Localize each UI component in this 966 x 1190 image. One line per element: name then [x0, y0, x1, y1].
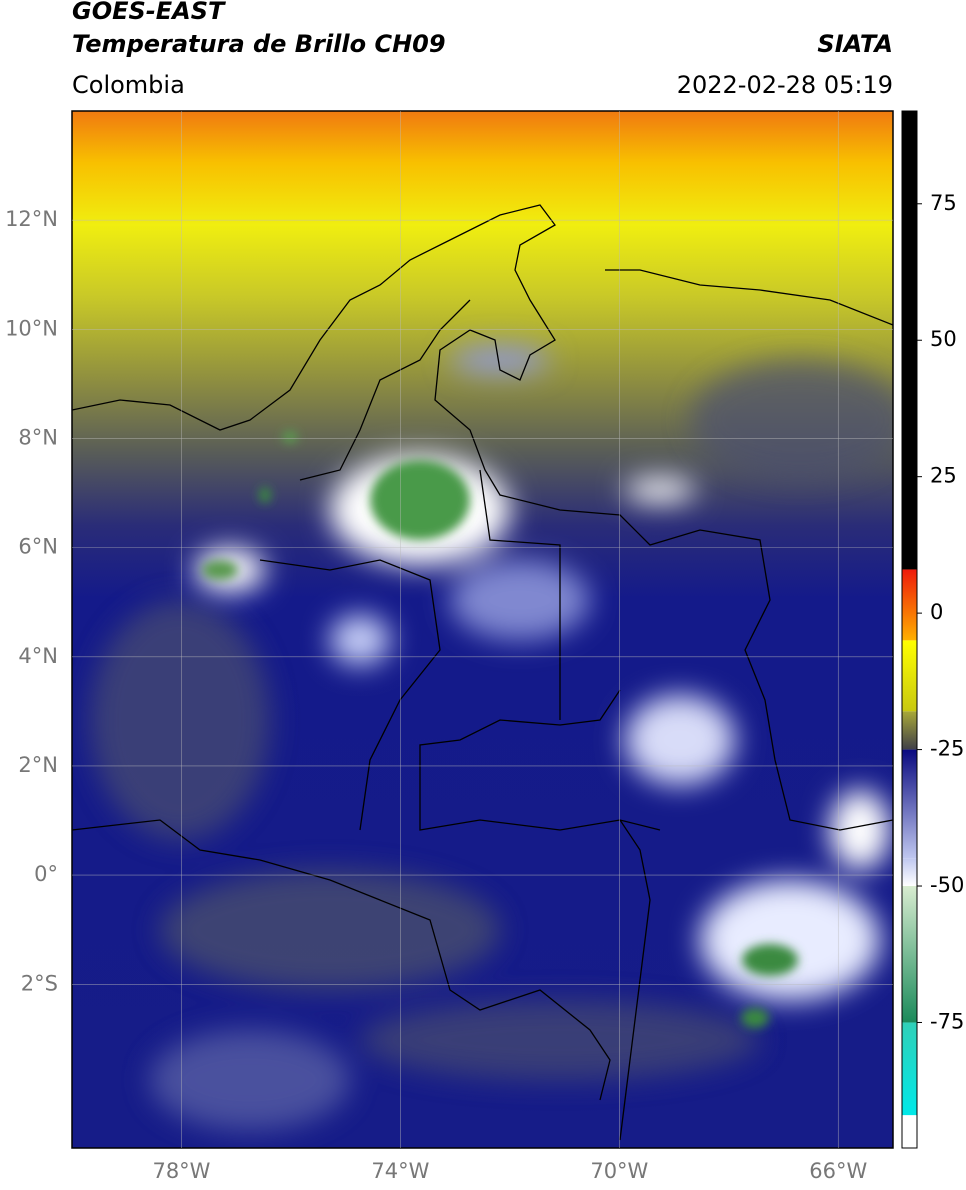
colorbar-segment	[902, 569, 917, 641]
lat-label: 2°N	[18, 753, 58, 777]
colorbar-segment	[902, 711, 917, 750]
colorbar-segment	[902, 858, 917, 887]
colorbar-label: -25	[930, 737, 964, 761]
subtitle: Temperatura de Brillo CH09	[72, 30, 446, 58]
lat-label: 12°N	[5, 207, 58, 231]
datetime: 2022-02-28 05:19	[677, 71, 893, 99]
lat-label: 0°	[34, 862, 58, 886]
colorbar-label: 50	[930, 327, 957, 351]
colorbar-label: 75	[930, 191, 957, 215]
colorbar-segment	[902, 749, 917, 859]
lat-label: 6°N	[18, 535, 58, 559]
colorbar-segment	[902, 1022, 917, 1116]
colorbar-label: -50	[930, 873, 964, 897]
lat-label: 10°N	[5, 316, 58, 340]
lon-label: 70°W	[590, 1159, 648, 1183]
lon-label: 74°W	[371, 1159, 429, 1183]
region: Colombia	[72, 71, 185, 99]
lon-label: 78°W	[152, 1159, 210, 1183]
colorbar-frame	[901, 110, 918, 1149]
colorbar-label: 0	[930, 600, 943, 624]
colorbar-segment	[902, 640, 917, 712]
colorbar-label: 25	[930, 464, 957, 488]
source: SIATA	[817, 30, 893, 58]
axes: 78°W 74°W 70°W 66°W 12°N 10°N 8°N 6°N 4°N 2°N 0° 2°…	[5, 110, 964, 1183]
colorbar-segment	[902, 111, 917, 570]
colorbar-segment	[902, 886, 917, 1023]
colorbar-label: -75	[930, 1009, 964, 1033]
lon-label: 66°W	[809, 1159, 867, 1183]
lat-label: 4°N	[18, 644, 58, 668]
map-frame	[71, 110, 894, 1149]
colorbar-segment	[902, 1115, 917, 1148]
satellite-image	[72, 111, 893, 1148]
lat-label: 8°N	[18, 425, 58, 449]
lat-label: 2°S	[21, 971, 58, 995]
title: GOES-EAST	[72, 0, 226, 25]
